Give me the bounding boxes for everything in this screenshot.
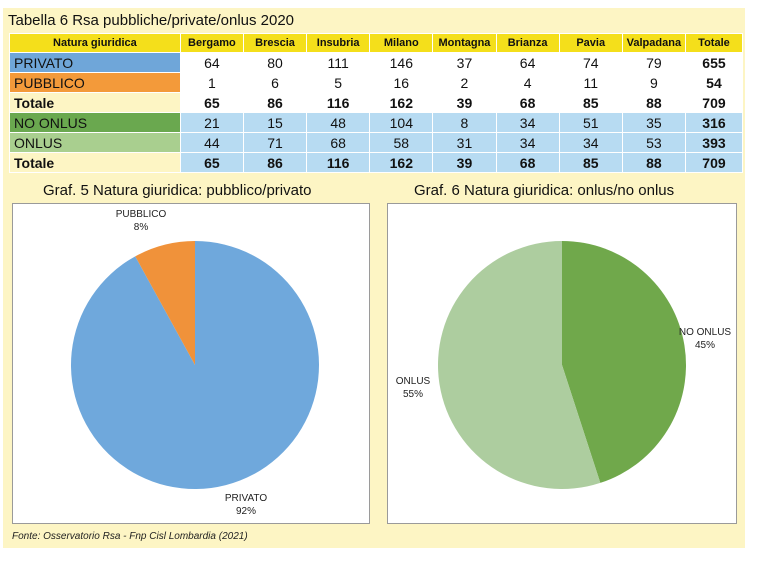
table-cell-total: 709 — [684, 152, 744, 173]
table-row-privato: PRIVATO 64 80 111 146 37 64 74 79 655 — [9, 52, 744, 73]
slice-label: NO ONLUS — [679, 327, 732, 338]
table-cell: 44 — [179, 132, 244, 153]
pie-slice-privato — [70, 241, 319, 490]
table-cell: 64 — [495, 52, 560, 73]
header-cell: Totale — [684, 33, 744, 53]
header-cell: Pavia — [558, 33, 623, 53]
table-cell: 71 — [242, 132, 308, 153]
table-row-no-onlus: NO ONLUS 21 15 48 104 8 34 51 35 316 — [9, 112, 744, 133]
table-cell: 37 — [432, 52, 497, 73]
table-cell: 85 — [558, 152, 623, 173]
pie-chart-2-svg: NO ONLUS 45% ONLUS 55% — [396, 241, 732, 489]
table-cell: 86 — [242, 152, 308, 173]
table-cell: 16 — [369, 72, 434, 93]
pie-chart-pubblico-privato: PRIVATO 92% PUBBLICO 8% — [12, 203, 370, 524]
table-cell: 34 — [495, 132, 560, 153]
row-label: PUBBLICO — [9, 72, 181, 93]
table-cell: 88 — [621, 92, 686, 113]
table-cell: 116 — [306, 152, 371, 173]
row-label: ONLUS — [9, 132, 181, 153]
pie-slice-pubblico — [135, 241, 195, 365]
table-cell: 79 — [621, 52, 686, 73]
data-table: Natura giuridica Bergamo Brescia Insubri… — [9, 33, 744, 173]
table-row-totale: Totale 65 86 116 162 39 68 85 88 709 — [9, 152, 744, 173]
table-cell: 162 — [369, 152, 434, 173]
table-row-onlus: ONLUS 44 71 68 58 31 34 34 53 393 — [9, 132, 744, 153]
slice-percent-label: 92% — [236, 506, 256, 517]
header-cell: Natura giuridica — [9, 33, 181, 53]
table-cell: 68 — [495, 152, 560, 173]
table-title: Tabella 6 Rsa pubbliche/private/onlus 20… — [8, 12, 295, 29]
table-cell: 111 — [306, 52, 371, 73]
table-cell: 9 — [621, 72, 686, 93]
table-cell-total: 393 — [684, 132, 744, 153]
table-cell: 104 — [369, 112, 434, 133]
row-label: Totale — [9, 92, 181, 113]
table-cell-total: 54 — [684, 72, 744, 93]
table-cell: 2 — [432, 72, 497, 93]
table-cell: 4 — [495, 72, 560, 93]
table-cell: 6 — [242, 72, 308, 93]
table-cell: 68 — [495, 92, 560, 113]
table-cell: 34 — [495, 112, 560, 133]
table-cell: 8 — [432, 112, 497, 133]
table-cell: 86 — [242, 92, 308, 113]
table-cell: 21 — [179, 112, 244, 133]
table-cell: 5 — [306, 72, 371, 93]
table-cell: 31 — [432, 132, 497, 153]
header-cell: Montagna — [432, 33, 497, 53]
table-cell: 88 — [621, 152, 686, 173]
table-cell: 68 — [306, 132, 371, 153]
table-cell: 64 — [179, 52, 244, 73]
source-note: Fonte: Osservatorio Rsa - Fnp Cisl Lomba… — [12, 531, 248, 542]
pie-slice-no-onlus — [562, 241, 686, 483]
slice-percent-label: 55% — [403, 389, 423, 400]
header-cell: Valpadana — [621, 33, 686, 53]
table-cell: 35 — [621, 112, 686, 133]
slice-label: PUBBLICO — [116, 209, 167, 220]
table-cell: 85 — [558, 92, 623, 113]
pie-slice-onlus — [437, 241, 601, 489]
row-label: Totale — [9, 152, 181, 173]
table-cell: 39 — [432, 152, 497, 173]
row-label: PRIVATO — [9, 52, 181, 73]
table-cell: 74 — [558, 52, 623, 73]
table-cell: 65 — [179, 152, 244, 173]
table-cell: 162 — [369, 92, 434, 113]
table-cell: 116 — [306, 92, 371, 113]
chart2-title: Graf. 6 Natura giuridica: onlus/no onlus — [414, 182, 675, 199]
table-cell: 58 — [369, 132, 434, 153]
row-label: NO ONLUS — [9, 112, 181, 133]
pie-chart-onlus-no-onlus: NO ONLUS 45% ONLUS 55% — [387, 203, 737, 524]
header-cell: Insubria — [306, 33, 371, 53]
table-cell: 53 — [621, 132, 686, 153]
table-cell: 51 — [558, 112, 623, 133]
chart1-title: Graf. 5 Natura giuridica: pubblico/priva… — [43, 182, 312, 199]
table-cell-total: 316 — [684, 112, 744, 133]
header-cell: Bergamo — [179, 33, 244, 53]
table-cell: 1 — [179, 72, 244, 93]
table-cell: 34 — [558, 132, 623, 153]
header-cell: Milano — [369, 33, 434, 53]
table-cell-total: 709 — [684, 92, 744, 113]
header-cell: Brescia — [242, 33, 308, 53]
table-cell-total: 655 — [684, 52, 744, 73]
header-cell: Brianza — [495, 33, 560, 53]
table-header-row: Natura giuridica Bergamo Brescia Insubri… — [9, 33, 744, 53]
slice-label: ONLUS — [396, 376, 431, 387]
table-cell: 39 — [432, 92, 497, 113]
table-cell: 80 — [242, 52, 308, 73]
table-cell: 48 — [306, 112, 371, 133]
table-cell: 15 — [242, 112, 308, 133]
slice-percent-label: 45% — [695, 340, 715, 351]
table-cell: 11 — [558, 72, 623, 93]
table-cell: 146 — [369, 52, 434, 73]
table-row-pubblico: PUBBLICO 1 6 5 16 2 4 11 9 54 — [9, 72, 744, 93]
pie-chart-1-svg: PRIVATO 92% PUBBLICO 8% — [70, 209, 319, 517]
slice-label: PRIVATO — [225, 493, 267, 504]
table-row-totale: Totale 65 86 116 162 39 68 85 88 709 — [9, 92, 744, 113]
table-cell: 65 — [179, 92, 244, 113]
slice-percent-label: 8% — [134, 222, 149, 233]
